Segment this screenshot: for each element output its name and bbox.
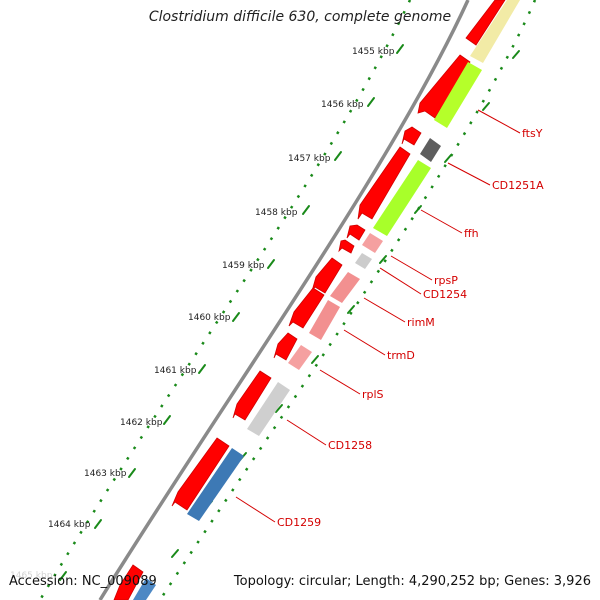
inner-tick bbox=[275, 404, 283, 413]
accession-text: Accession: NC_009089 bbox=[9, 574, 157, 589]
ruler-tick bbox=[128, 468, 136, 478]
feature-bar-misc bbox=[133, 578, 156, 600]
leader-line bbox=[235, 496, 276, 523]
gene-label-trmd: trmD bbox=[387, 349, 415, 362]
leader-line bbox=[286, 419, 327, 446]
ruler-label: 1462 kbp bbox=[120, 418, 163, 428]
feature-track bbox=[133, 0, 520, 600]
ruler-tick bbox=[302, 205, 310, 215]
feature-bar-ftsy bbox=[434, 62, 482, 128]
inner-tick bbox=[482, 102, 490, 111]
ruler-tick bbox=[59, 571, 67, 581]
cds-arrow bbox=[311, 257, 343, 294]
leader-line bbox=[477, 109, 521, 134]
ruler-tick bbox=[198, 364, 206, 374]
ruler-label: 1464 kbp bbox=[48, 520, 91, 530]
cds-arrow bbox=[273, 332, 298, 361]
ruler-tick bbox=[163, 415, 171, 425]
gene-label-cd1251a: CD1251A bbox=[492, 179, 544, 192]
ruler-tick bbox=[267, 259, 275, 269]
leader-line bbox=[390, 255, 433, 281]
cds-arrow bbox=[357, 146, 411, 220]
cds-track bbox=[113, 0, 506, 600]
cds-arrow bbox=[288, 287, 325, 329]
gene-label-rpls: rplS bbox=[362, 388, 384, 401]
cds-arrow bbox=[346, 224, 366, 241]
inner-ticks bbox=[171, 50, 520, 558]
feature-bar-cd1259 bbox=[187, 448, 244, 521]
inner-tick bbox=[512, 50, 520, 59]
ruler-label: 1465 kbp bbox=[10, 571, 53, 581]
inner-tick bbox=[444, 154, 452, 163]
genome-backbone bbox=[98, 0, 470, 600]
ruler-label: 1461 kbp bbox=[154, 366, 197, 376]
gene-label-ftsy: ftsY bbox=[522, 127, 543, 140]
feature-bar-trmd bbox=[309, 300, 340, 340]
feature-bar-cd1258 bbox=[247, 382, 290, 436]
inner-tick bbox=[311, 355, 319, 364]
ruler-label: 1463 kbp bbox=[84, 469, 127, 479]
gene-labels: ftsY CD1251A ffh rpsP CD1254 rimM trmD r… bbox=[277, 127, 544, 529]
cds-arrow bbox=[232, 370, 272, 421]
ruler-label: 1458 kbp bbox=[255, 208, 298, 218]
inner-tick bbox=[414, 205, 422, 214]
ruler-tick bbox=[232, 312, 240, 322]
leader-line bbox=[363, 297, 406, 323]
ruler-label: 1457 kbp bbox=[288, 154, 331, 164]
ruler-tick bbox=[367, 97, 375, 107]
inner-tick bbox=[171, 549, 179, 558]
feature-bar-ffh bbox=[373, 160, 431, 236]
feature-bar-rimm bbox=[330, 272, 360, 303]
ruler-dots-inner bbox=[158, 0, 537, 600]
leader-line bbox=[343, 329, 386, 356]
leader-line bbox=[379, 267, 422, 295]
gene-label-rimm: rimM bbox=[407, 316, 435, 329]
feature-bar-cd1254 bbox=[355, 253, 372, 269]
map-title: Clostridium difficile 630, complete geno… bbox=[148, 9, 452, 25]
cds-arrow bbox=[171, 437, 230, 511]
label-leaders bbox=[235, 109, 521, 523]
cds-arrow bbox=[401, 126, 422, 146]
ruler-label: 1456 kbp bbox=[321, 100, 364, 110]
cds-arrow bbox=[113, 564, 144, 600]
ruler-tick bbox=[334, 151, 342, 161]
feature-bar-cd1251a bbox=[420, 138, 441, 162]
feature-bar-rpsp bbox=[362, 233, 383, 253]
ruler-label: 1459 kbp bbox=[222, 261, 265, 271]
ruler-label: 1455 kbp bbox=[352, 47, 395, 57]
ruler-tick bbox=[396, 44, 404, 54]
cds-arrow bbox=[338, 239, 355, 254]
genome-summary: Topology: circular; Length: 4,290,252 bp… bbox=[233, 574, 591, 589]
ruler-labels: 1455 kbp 1456 kbp 1457 kbp 1458 kbp 1459… bbox=[10, 47, 395, 581]
ruler-label: 1460 kbp bbox=[188, 313, 231, 323]
feature-bar-misc bbox=[470, 0, 520, 63]
leader-line bbox=[420, 209, 463, 234]
inner-tick bbox=[347, 305, 355, 314]
ruler-dots-outer bbox=[38, 0, 412, 600]
inner-tick bbox=[379, 255, 387, 264]
ruler-tick bbox=[94, 519, 102, 529]
gene-label-cd1259: CD1259 bbox=[277, 516, 321, 529]
cds-arrow bbox=[465, 0, 506, 46]
leader-line bbox=[319, 369, 361, 395]
gene-label-cd1258: CD1258 bbox=[328, 439, 372, 452]
feature-bar-rpls bbox=[288, 345, 312, 370]
cds-arrow bbox=[417, 54, 471, 119]
gene-label-ffh: ffh bbox=[464, 227, 479, 240]
ruler-ticks bbox=[59, 44, 404, 581]
gene-label-cd1254: CD1254 bbox=[423, 288, 467, 301]
leader-line bbox=[447, 162, 491, 186]
gene-label-rpsp: rpsP bbox=[434, 274, 458, 287]
